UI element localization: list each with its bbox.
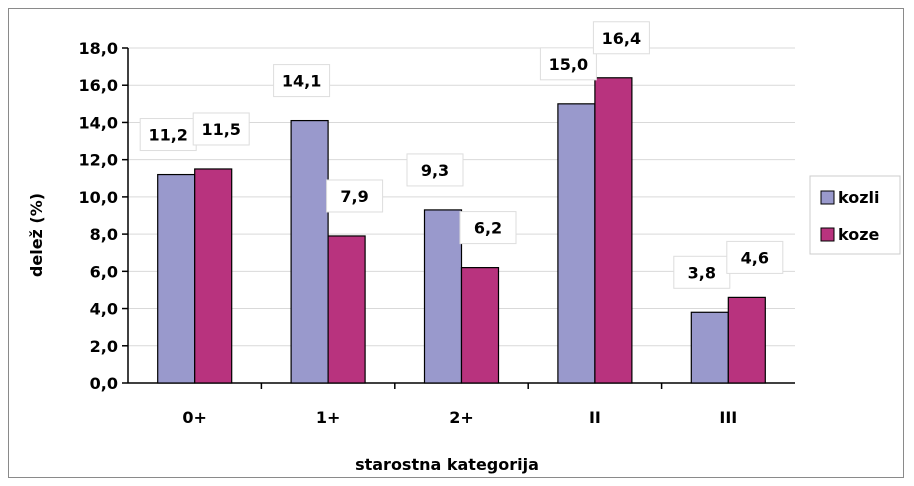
x-tick-label: 0+	[182, 408, 207, 427]
x-tick-label: III	[719, 408, 737, 427]
bar-koze-1+	[327, 235, 366, 384]
bar-koze-II	[594, 77, 633, 384]
data-label-box	[726, 240, 784, 274]
data-label-koze-III: 4,6	[741, 248, 769, 267]
data-label-kozli-1+: 14,1	[282, 72, 321, 91]
data-label-kozli-III: 3,8	[688, 263, 716, 282]
data-labels: 11,2 11,5 14,1 7,9 9,3 6,2 15,0 16,4 3,8 4,6	[139, 21, 784, 289]
bar-koze-0+	[194, 168, 233, 384]
bars	[157, 77, 766, 384]
data-label-kozli-II: 15,0	[549, 55, 588, 74]
data-label-koze-1+: 7,9	[340, 187, 368, 206]
data-label-box	[406, 153, 464, 187]
gridlines	[128, 47, 795, 347]
data-label-koze-2+: 6,2	[474, 219, 502, 238]
y-tick-label: 14,0	[79, 113, 118, 132]
chart-frame	[8, 8, 904, 478]
x-axis-title: starostna kategorija	[355, 455, 539, 474]
data-label-box	[326, 179, 384, 213]
legend-label-koze: koze	[838, 225, 880, 244]
bar-kozli-1+	[290, 119, 329, 384]
y-tick-label: 2,0	[90, 337, 118, 356]
x-tick-label: 2+	[449, 408, 474, 427]
bar-kozli-0+	[157, 173, 196, 384]
data-label-box	[592, 21, 650, 55]
data-label-koze-0+: 11,5	[201, 120, 240, 139]
data-label-box	[459, 211, 517, 245]
bar-kozli-III	[690, 311, 729, 384]
y-tick-label: 16,0	[79, 76, 118, 95]
y-tick-label: 8,0	[90, 225, 118, 244]
x-tick-label: 1+	[316, 408, 341, 427]
data-label-box	[273, 64, 331, 98]
data-label-box	[139, 118, 197, 152]
data-label-koze-II: 16,4	[602, 29, 641, 48]
y-axis-title: delež (%)	[27, 193, 46, 277]
legend: kozli koze	[809, 175, 901, 255]
y-tick-label: 6,0	[90, 262, 118, 281]
data-label-kozli-0+: 11,2	[148, 126, 187, 145]
bar-kozli-II	[557, 103, 596, 384]
y-tick-label: 18,0	[79, 39, 118, 58]
y-tick-label: 10,0	[79, 188, 118, 207]
bar-koze-2+	[460, 267, 500, 384]
y-tick-label: 4,0	[90, 300, 118, 319]
x-tick-labels: 0+ 1+ 2+ II III	[182, 383, 737, 427]
data-label-kozli-2+: 9,3	[421, 161, 449, 180]
bar-koze-III	[727, 296, 766, 384]
data-label-box	[539, 47, 597, 81]
legend-swatch-koze	[820, 227, 835, 242]
data-label-box	[192, 112, 250, 146]
legend-label-kozli: kozli	[838, 188, 879, 207]
bar-kozli-2+	[423, 209, 463, 384]
data-label-box	[673, 255, 731, 289]
y-tick-labels: 0,0 2,0 4,0 6,0 8,0 10,0 12,0 14,0 16,0 18,0	[79, 39, 128, 393]
y-tick-label: 12,0	[79, 151, 118, 170]
x-tick-label: II	[589, 408, 601, 427]
y-tick-label: 0,0	[90, 374, 118, 393]
legend-swatch-kozli	[820, 190, 835, 205]
